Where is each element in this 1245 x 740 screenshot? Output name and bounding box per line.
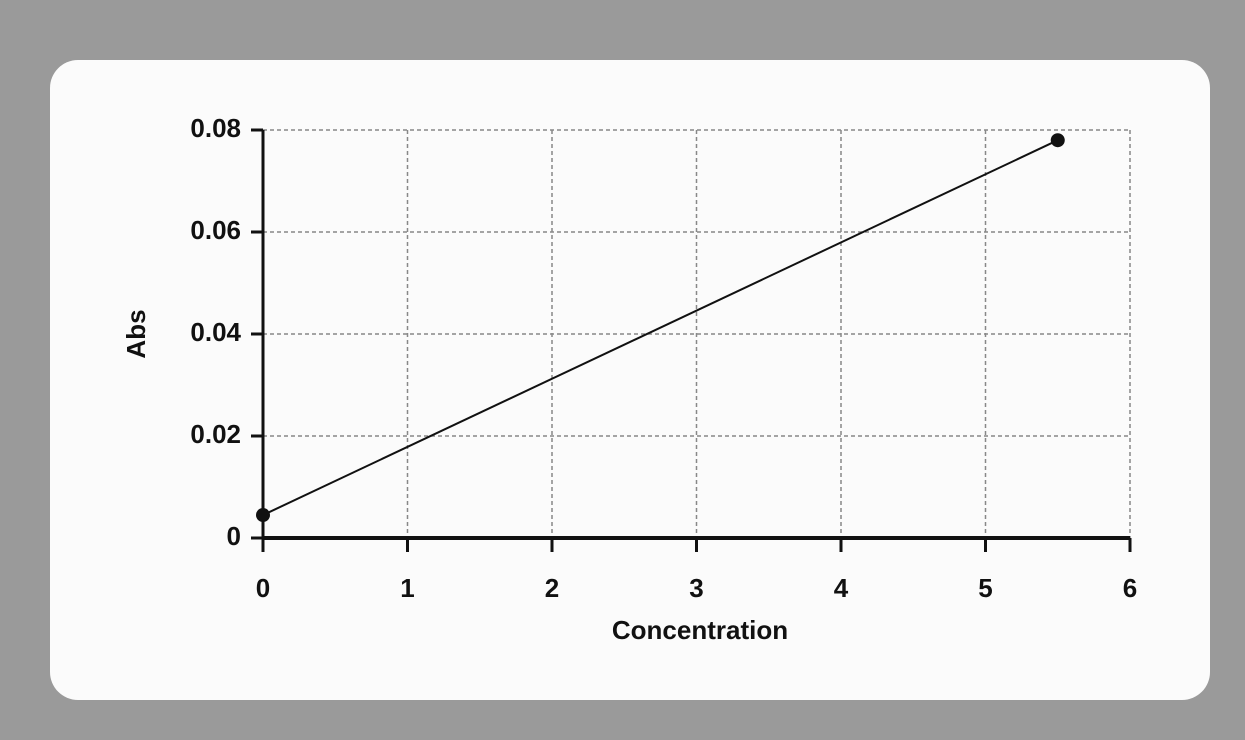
y-tick-label: 0.04: [190, 317, 241, 347]
x-tick-label: 0: [256, 573, 270, 603]
point: [256, 508, 270, 523]
x-tick-label: 6: [1123, 573, 1137, 603]
y-tick-label: 0.06: [190, 215, 241, 245]
card: [50, 60, 1210, 700]
y-tick-label: 0: [227, 521, 241, 551]
x-tick-label: 2: [545, 573, 559, 603]
line: [262, 139, 1059, 516]
x-tick-label: 4: [834, 573, 849, 603]
x-tick-label: 3: [689, 573, 703, 603]
x-axis-label: Concentration: [612, 615, 788, 645]
point: [1050, 133, 1065, 148]
y-tick-label: 0.08: [190, 113, 241, 143]
y-axis-label: Abs: [121, 309, 151, 358]
y-tick-label: 0.02: [190, 419, 241, 449]
x-tick-label: 5: [978, 573, 992, 603]
x-tick-label: 1: [400, 573, 414, 603]
